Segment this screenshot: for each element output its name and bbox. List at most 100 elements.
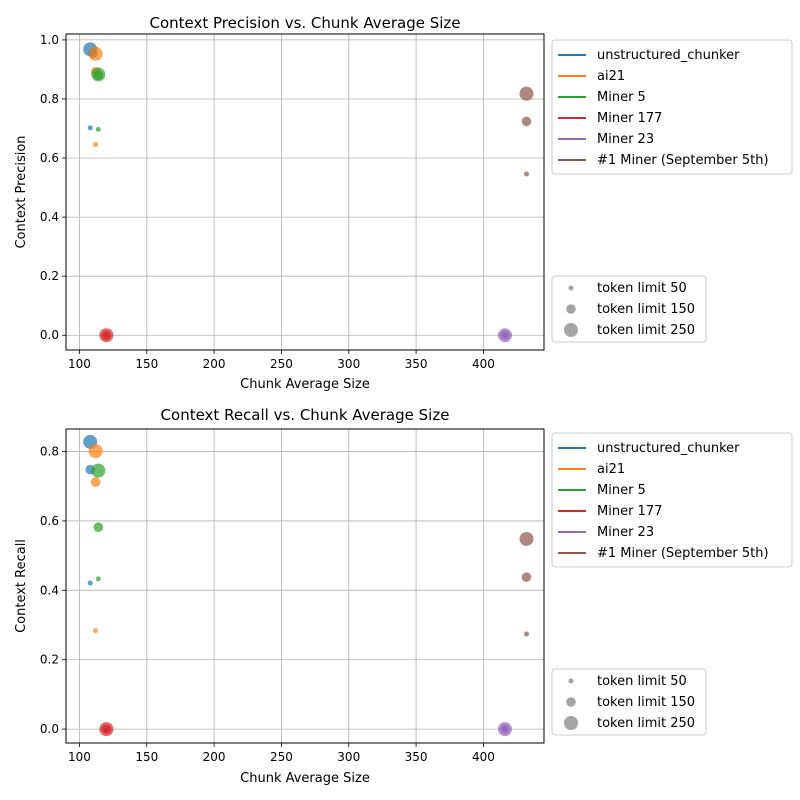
- recall-point: [497, 722, 512, 737]
- precision-point: [523, 171, 529, 177]
- precision-point: [99, 328, 114, 343]
- recall-size-legend-label: token limit 250: [597, 716, 695, 731]
- precision-size-legend-marker: [566, 304, 576, 314]
- recall-size-legend: token limit 50 token limit 150 token limit…: [551, 668, 707, 736]
- precision-point: [91, 67, 106, 82]
- precision-point: [95, 126, 101, 132]
- precision-size-legend-label: token limit 50: [597, 281, 687, 296]
- precision-x-tick-label: 400: [472, 357, 495, 371]
- recall-point: [91, 463, 106, 478]
- precision-point: [87, 125, 93, 131]
- recall-x-tick-label: 100: [68, 750, 91, 764]
- precision-y-tick-label: 0.0: [40, 328, 59, 342]
- precision-size-legend-label: token limit 150: [597, 302, 695, 317]
- precision-size-legend: token limit 50 token limit 150 token limit…: [551, 275, 707, 343]
- precision-legend-label: #1 Miner (September 5th): [597, 153, 769, 168]
- precision-y-tick-label: 1.0: [40, 33, 59, 47]
- recall-point: [519, 531, 534, 546]
- precision-y-tick-label: 0.4: [40, 210, 59, 224]
- recall-x-tick-label: 350: [405, 750, 428, 764]
- recall-x-tick-label: 300: [337, 750, 360, 764]
- precision-x-tick-label: 100: [68, 357, 91, 371]
- recall-y-tick-label: 0.0: [40, 722, 59, 736]
- recall-y-tick-label: 0.6: [40, 514, 59, 528]
- recall-x-tick-label: 400: [472, 750, 495, 764]
- recall-plot-frame: [65, 428, 545, 744]
- recall-points: [83, 434, 534, 737]
- recall-size-legend-marker: [568, 678, 574, 684]
- recall-legend-label: Miner 23: [597, 525, 654, 540]
- recall-legend-label: unstructured_chunker: [597, 441, 740, 456]
- recall-point: [95, 576, 101, 582]
- precision-x-tick-label: 200: [203, 357, 226, 371]
- precision-legend-label: ai21: [597, 69, 625, 84]
- precision-point: [93, 141, 99, 147]
- recall-legend-label: Miner 177: [597, 504, 662, 519]
- recall-y-tick-label: 0.4: [40, 583, 59, 597]
- recall-series-legend: unstructured_chunker ai21 Miner 5 Miner 177…: [551, 432, 793, 568]
- recall-point: [90, 477, 101, 487]
- precision-x-ticks: 100 150 200 250 300 350 400: [68, 350, 495, 371]
- recall-x-ticks: 100 150 200 250 300 350 400: [68, 743, 495, 764]
- precision-plot-frame: [65, 33, 545, 351]
- precision-point: [521, 116, 532, 127]
- recall-size-legend-label: token limit 150: [597, 695, 695, 710]
- precision-legend-label: Miner 23: [597, 132, 654, 147]
- precision-y-tick-label: 0.2: [40, 269, 59, 283]
- recall-size-legend-label: token limit 50: [597, 674, 687, 689]
- precision-points: [83, 42, 534, 343]
- precision-y-tick-label: 0.8: [40, 92, 59, 106]
- recall-point: [87, 580, 93, 586]
- recall-size-legend-box: [551, 668, 707, 736]
- recall-y-axis-label: Context Recall: [14, 539, 29, 633]
- recall-y-tick-label: 0.2: [40, 653, 59, 667]
- precision-point: [519, 86, 534, 101]
- precision-legend-label: unstructured_chunker: [597, 48, 740, 63]
- precision-series-legend-box: [551, 39, 793, 175]
- precision-point: [88, 46, 103, 61]
- recall-x-tick-label: 250: [270, 750, 293, 764]
- precision-chart: Context Precision vs. Chunk Average Size…: [14, 14, 793, 392]
- recall-series-legend-box: [551, 432, 793, 568]
- recall-x-axis-label: Chunk Average Size: [240, 771, 370, 786]
- precision-x-axis-label: Chunk Average Size: [240, 377, 370, 392]
- precision-size-legend-label: token limit 250: [597, 323, 695, 338]
- precision-x-tick-label: 300: [337, 357, 360, 371]
- recall-size-legend-marker: [564, 716, 578, 730]
- recall-x-tick-label: 150: [135, 750, 158, 764]
- recall-size-legend-marker: [566, 697, 576, 707]
- precision-x-tick-label: 350: [405, 357, 428, 371]
- precision-point: [497, 328, 512, 343]
- recall-y-ticks: 0.0 0.2 0.4 0.6 0.8: [40, 445, 66, 736]
- precision-chart-title: Context Precision vs. Chunk Average Size: [149, 14, 460, 32]
- precision-grid: [66, 34, 544, 350]
- precision-y-axis-label: Context Precision: [14, 135, 29, 248]
- recall-grid: [66, 429, 544, 743]
- recall-point: [99, 722, 114, 737]
- recall-chart-title: Context Recall vs. Chunk Average Size: [161, 406, 450, 424]
- recall-point: [88, 444, 103, 459]
- precision-y-ticks: 0.0 0.2 0.4 0.6 0.8 1.0: [40, 33, 66, 342]
- recall-x-tick-label: 200: [203, 750, 226, 764]
- precision-size-legend-marker: [568, 285, 574, 291]
- precision-legend-label: Miner 177: [597, 111, 662, 126]
- recall-chart: Context Recall vs. Chunk Average Size 10…: [14, 406, 793, 786]
- precision-x-tick-label: 250: [270, 357, 293, 371]
- precision-size-legend-marker: [564, 323, 578, 337]
- recall-point: [521, 572, 532, 582]
- precision-legend-label: Miner 5: [597, 90, 646, 105]
- recall-series-legend-items: unstructured_chunker ai21 Miner 5 Miner 177…: [558, 441, 769, 561]
- recall-y-tick-label: 0.8: [40, 445, 59, 459]
- recall-size-legend-items: token limit 50 token limit 150 token limit…: [564, 674, 695, 731]
- precision-series-legend: unstructured_chunker ai21 Miner 5 Miner 177…: [551, 39, 793, 175]
- recall-point: [93, 522, 104, 532]
- recall-point: [523, 631, 529, 637]
- precision-size-legend-items: token limit 50 token limit 150 token limit…: [564, 281, 695, 338]
- recall-legend-label: Miner 5: [597, 483, 646, 498]
- recall-legend-label: #1 Miner (September 5th): [597, 546, 769, 561]
- precision-x-tick-label: 150: [135, 357, 158, 371]
- precision-y-tick-label: 0.6: [40, 151, 59, 165]
- precision-series-legend-items: unstructured_chunker ai21 Miner 5 Miner 177…: [558, 48, 769, 168]
- recall-point: [93, 628, 99, 634]
